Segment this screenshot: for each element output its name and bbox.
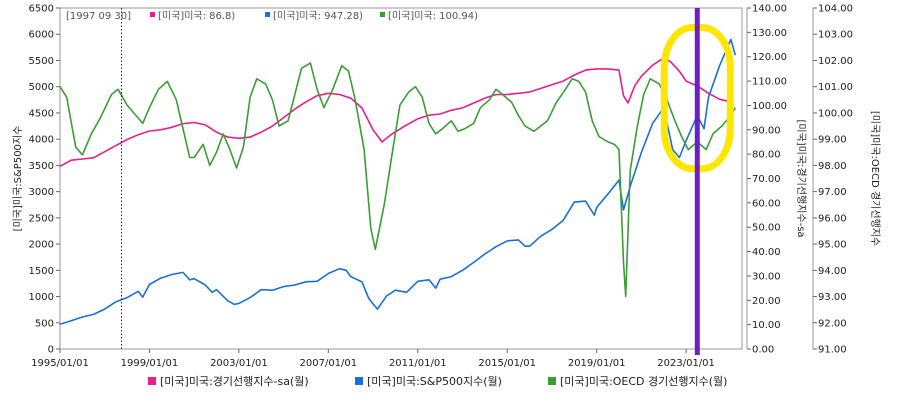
- y-right2-tick-label: 96.00: [818, 213, 847, 224]
- y-right1-tick-label: 100.00: [752, 101, 787, 112]
- legend-swatch-1: [355, 377, 363, 385]
- y-right1-tick-label: 30.00: [752, 271, 781, 282]
- y-right1-tick-label: 70.00: [752, 174, 781, 185]
- series-line-1: [59, 38, 737, 326]
- y-right2-tick-label: 98.00: [818, 161, 847, 172]
- y-left-tick-label: 5000: [29, 82, 54, 93]
- legend-swatch-2: [548, 377, 556, 385]
- cursor-value-swatch: [265, 12, 270, 17]
- y-right1-tick-label: 80.00: [752, 150, 781, 161]
- y-right1-tick-label: 130.00: [752, 28, 787, 39]
- cursor-value-2: [미국]미국: 100.94): [388, 10, 478, 22]
- legend-label-0: [미국]미국:경기선행지수-sa(월): [160, 375, 309, 388]
- y-right1-tick-label: 20.00: [752, 296, 781, 307]
- y-left-tick-label: 5500: [29, 56, 54, 67]
- y-right2-tick-label: 100.00: [818, 108, 853, 119]
- y-left-tick-label: 1000: [29, 292, 54, 303]
- legend: [미국]미국:경기선행지수-sa(월) [미국]미국:S&P500지수(월) [미국…: [148, 375, 727, 388]
- y-right1-tick-label: 90.00: [752, 125, 781, 136]
- cursor-value-swatch: [150, 12, 155, 17]
- y-left-tick-label: 6000: [29, 30, 54, 41]
- y-right2-tick-label: 93.00: [818, 292, 847, 303]
- x-tick-label: 2011/01/01: [389, 358, 447, 369]
- y-left-tick-label: 6500: [29, 4, 54, 15]
- y-right1-tick-label: 120.00: [752, 52, 787, 63]
- y-right2-tick-label: 94.00: [818, 266, 847, 277]
- x-tick-label: 1999/01/01: [121, 358, 179, 369]
- x-tick-label: 1995/01/01: [31, 358, 89, 369]
- y-right1-tick-label: 60.00: [752, 198, 781, 209]
- y-left-tick-label: 500: [35, 318, 54, 329]
- y-left-tick-label: 0: [48, 345, 54, 356]
- y-right2-axis-title: [미국]미국:OECD 경기선행지수: [869, 111, 882, 246]
- y-right2-tick-label: 104.00: [818, 4, 853, 15]
- y-right2-tick-label: 95.00: [818, 240, 847, 251]
- y-right2-tick-label: 92.00: [818, 318, 847, 329]
- legend-label-1: [미국]미국:S&P500지수(월): [367, 375, 502, 388]
- x-tick-label: 2019/01/01: [568, 358, 626, 369]
- x-tick-label: 2015/01/01: [478, 358, 536, 369]
- y-right1-axis-title: [미국]미국:경기선행지수-sa: [795, 119, 808, 237]
- axes-layer: 0 500 1000 1500 2000 2500 3000 3500 4000 4500 5000…: [12, 4, 882, 370]
- y-right1-tick-label: 50.00: [752, 223, 781, 234]
- y-right2-tick-label: 97.00: [818, 187, 847, 198]
- y-left-axis-title: [미국]미국:S&P500지수: [12, 126, 24, 232]
- cursor-value-1: [미국]미국: 947.28): [273, 10, 363, 22]
- cursor-info: [1997 09 30] [미국]미국: 86.8) [미국]미국: 947.28)…: [66, 10, 478, 22]
- y-right2-tick-label: 101.00: [818, 82, 853, 93]
- y-left-tick-label: 4000: [29, 135, 54, 146]
- x-tick-label: 2003/01/01: [210, 358, 268, 369]
- y-right2-tick-label: 99.00: [818, 135, 847, 146]
- series-line-0: [59, 57, 731, 168]
- y-right1-tick-label: 110.00: [752, 77, 787, 88]
- y-left-tick-label: 4500: [29, 108, 54, 119]
- legend-label-2: [미국]미국:OECD 경기선행지수(월): [560, 375, 727, 388]
- y-right1-tick-label: 40.00: [752, 247, 781, 258]
- legend-swatch-0: [148, 377, 156, 385]
- y-left-tick-label: 3500: [29, 161, 54, 172]
- y-left-tick-label: 1500: [29, 266, 54, 277]
- series-line-2: [59, 62, 736, 298]
- x-tick-label: 2023/01/01: [657, 358, 715, 369]
- series-layer: [59, 38, 737, 326]
- cursor-value-0: [미국]미국: 86.8): [158, 10, 235, 22]
- plot-frame: [59, 7, 743, 350]
- y-right2-tick-label: 91.00: [818, 345, 847, 356]
- y-right1-tick-label: 0.00: [752, 345, 774, 356]
- x-tick-label: 2007/01/01: [300, 358, 358, 369]
- y-right2-tick-label: 103.00: [818, 30, 853, 41]
- y-left-tick-label: 2000: [29, 240, 54, 251]
- y-right1-tick-label: 140.00: [752, 4, 787, 15]
- y-right2-tick-label: 102.00: [818, 56, 853, 67]
- y-left-tick-label: 2500: [29, 213, 54, 224]
- cursor-date: [1997 09 30]: [66, 11, 131, 22]
- annotation-layer: [120, 8, 734, 355]
- y-right1-tick-label: 10.00: [752, 320, 781, 331]
- y-left-tick-label: 3000: [29, 187, 54, 198]
- cursor-value-swatch: [380, 12, 385, 17]
